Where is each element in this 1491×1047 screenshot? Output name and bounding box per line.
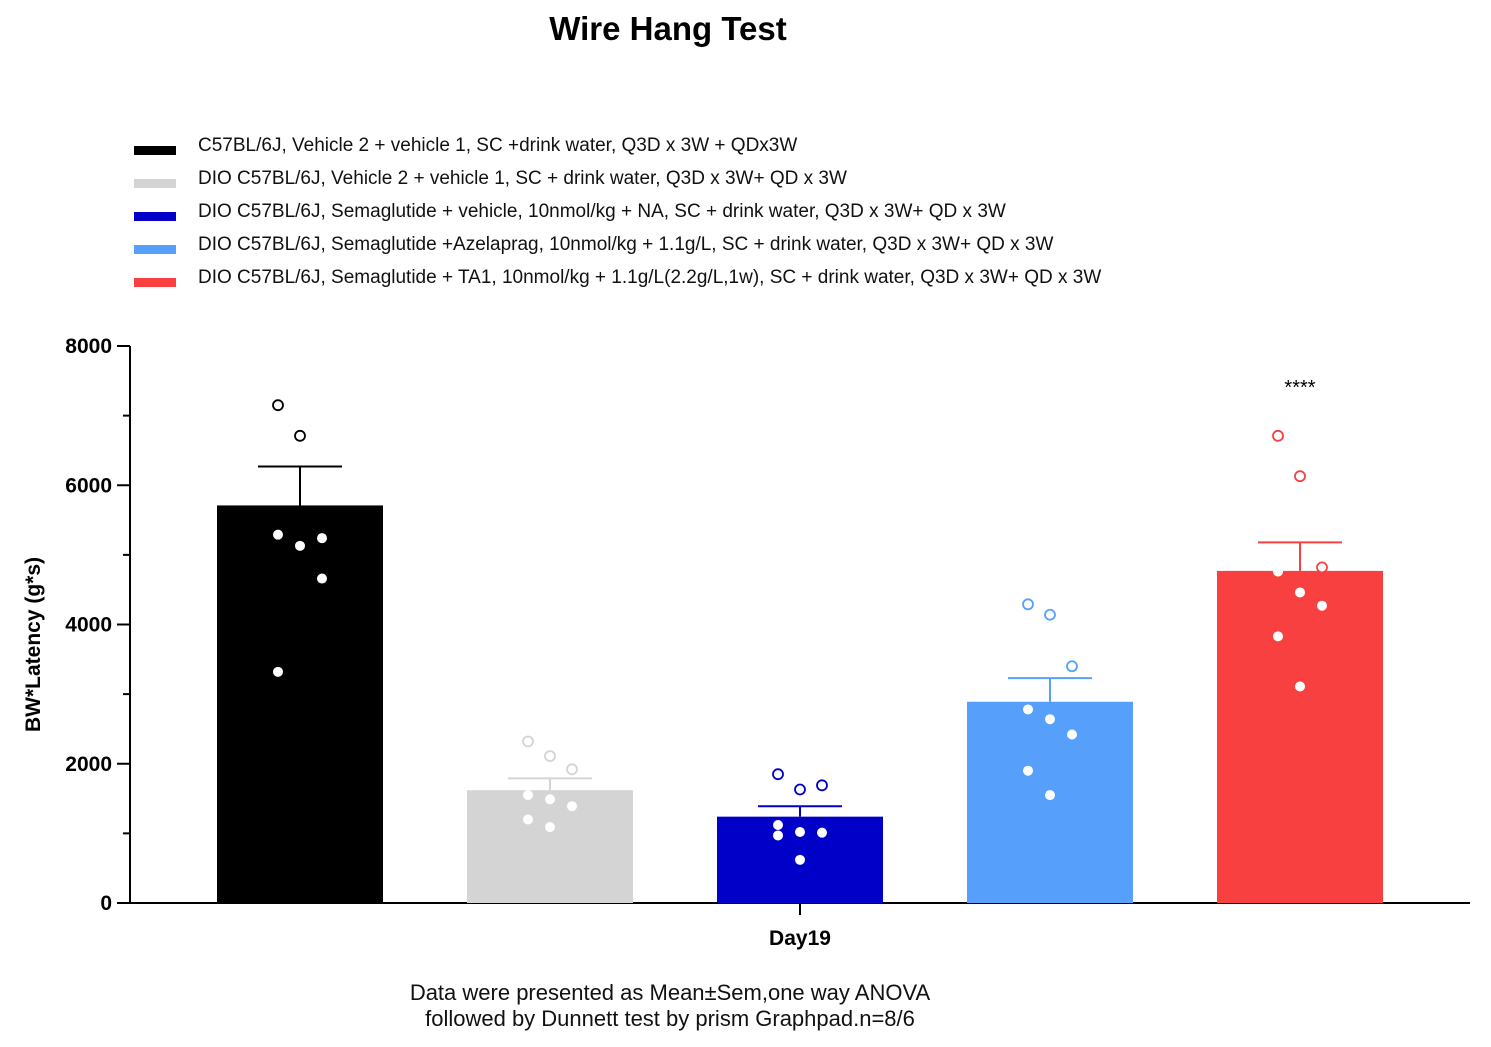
data-point xyxy=(566,763,578,776)
data-point xyxy=(317,533,327,544)
y-tick-label: 0 xyxy=(100,892,112,915)
data-point xyxy=(523,790,533,801)
data-point xyxy=(1045,714,1055,725)
data-point xyxy=(1272,429,1284,442)
data-point xyxy=(1067,729,1077,740)
data-point xyxy=(816,779,828,792)
significance-label: **** xyxy=(1284,377,1315,399)
chart-title: Wire Hang Test xyxy=(549,10,787,47)
y-tick-label: 4000 xyxy=(65,614,112,637)
bar xyxy=(967,701,1133,903)
data-point xyxy=(1022,598,1034,611)
data-point xyxy=(773,820,783,831)
data-point xyxy=(1023,765,1033,776)
legend-label: DIO C57BL/6J, Semaglutide +Azelaprag, 10… xyxy=(198,234,1054,255)
data-point xyxy=(294,429,306,442)
data-point xyxy=(1316,561,1328,574)
legend-label: DIO C57BL/6J, Semaglutide + vehicle, 10n… xyxy=(198,201,1006,222)
legend-swatch xyxy=(134,146,176,155)
legend-swatch xyxy=(134,179,176,188)
data-point xyxy=(772,768,784,781)
data-point xyxy=(523,814,533,825)
data-point xyxy=(1295,587,1305,598)
data-point xyxy=(1045,790,1055,801)
bar xyxy=(1217,570,1383,903)
legend-label: C57BL/6J, Vehicle 2 + vehicle 1, SC +dri… xyxy=(198,135,798,156)
data-point xyxy=(317,573,327,584)
data-point xyxy=(522,735,534,748)
legend-swatch xyxy=(134,245,176,254)
data-point xyxy=(795,826,805,837)
data-point xyxy=(545,822,555,833)
footnote: Data were presented as Mean±Sem,one way … xyxy=(300,980,1040,1032)
bar xyxy=(217,505,383,903)
data-point xyxy=(1295,681,1305,692)
y-tick-label: 8000 xyxy=(65,335,112,358)
data-point xyxy=(1044,608,1056,621)
data-point xyxy=(1317,600,1327,611)
legend-swatch xyxy=(134,212,176,221)
y-axis-title: BW*Latency (g*s) xyxy=(22,557,45,732)
data-point xyxy=(1023,704,1033,715)
data-point xyxy=(545,794,555,805)
data-point xyxy=(273,666,283,677)
data-point xyxy=(1273,566,1283,577)
legend-label: DIO C57BL/6J, Vehicle 2 + vehicle 1, SC … xyxy=(198,168,847,189)
data-point xyxy=(273,529,283,540)
legend-swatch xyxy=(134,278,176,287)
x-category-label: Day19 xyxy=(769,927,831,950)
data-point xyxy=(817,827,827,838)
data-point xyxy=(295,540,305,551)
bar xyxy=(467,790,633,903)
data-point xyxy=(795,854,805,865)
data-point xyxy=(1294,470,1306,483)
footnote-line-2: followed by Dunnett test by prism Graphp… xyxy=(425,1006,915,1031)
data-point xyxy=(773,830,783,841)
y-tick-label: 6000 xyxy=(65,474,112,497)
data-point xyxy=(567,801,577,812)
data-point xyxy=(272,399,284,412)
y-tick-label: 2000 xyxy=(65,753,112,776)
data-point xyxy=(1066,660,1078,673)
data-point xyxy=(1273,631,1283,642)
legend-label: DIO C57BL/6J, Semaglutide + TA1, 10nmol/… xyxy=(198,267,1102,288)
footnote-line-1: Data were presented as Mean±Sem,one way … xyxy=(409,980,931,1005)
data-point xyxy=(544,750,556,762)
data-point xyxy=(794,783,806,796)
